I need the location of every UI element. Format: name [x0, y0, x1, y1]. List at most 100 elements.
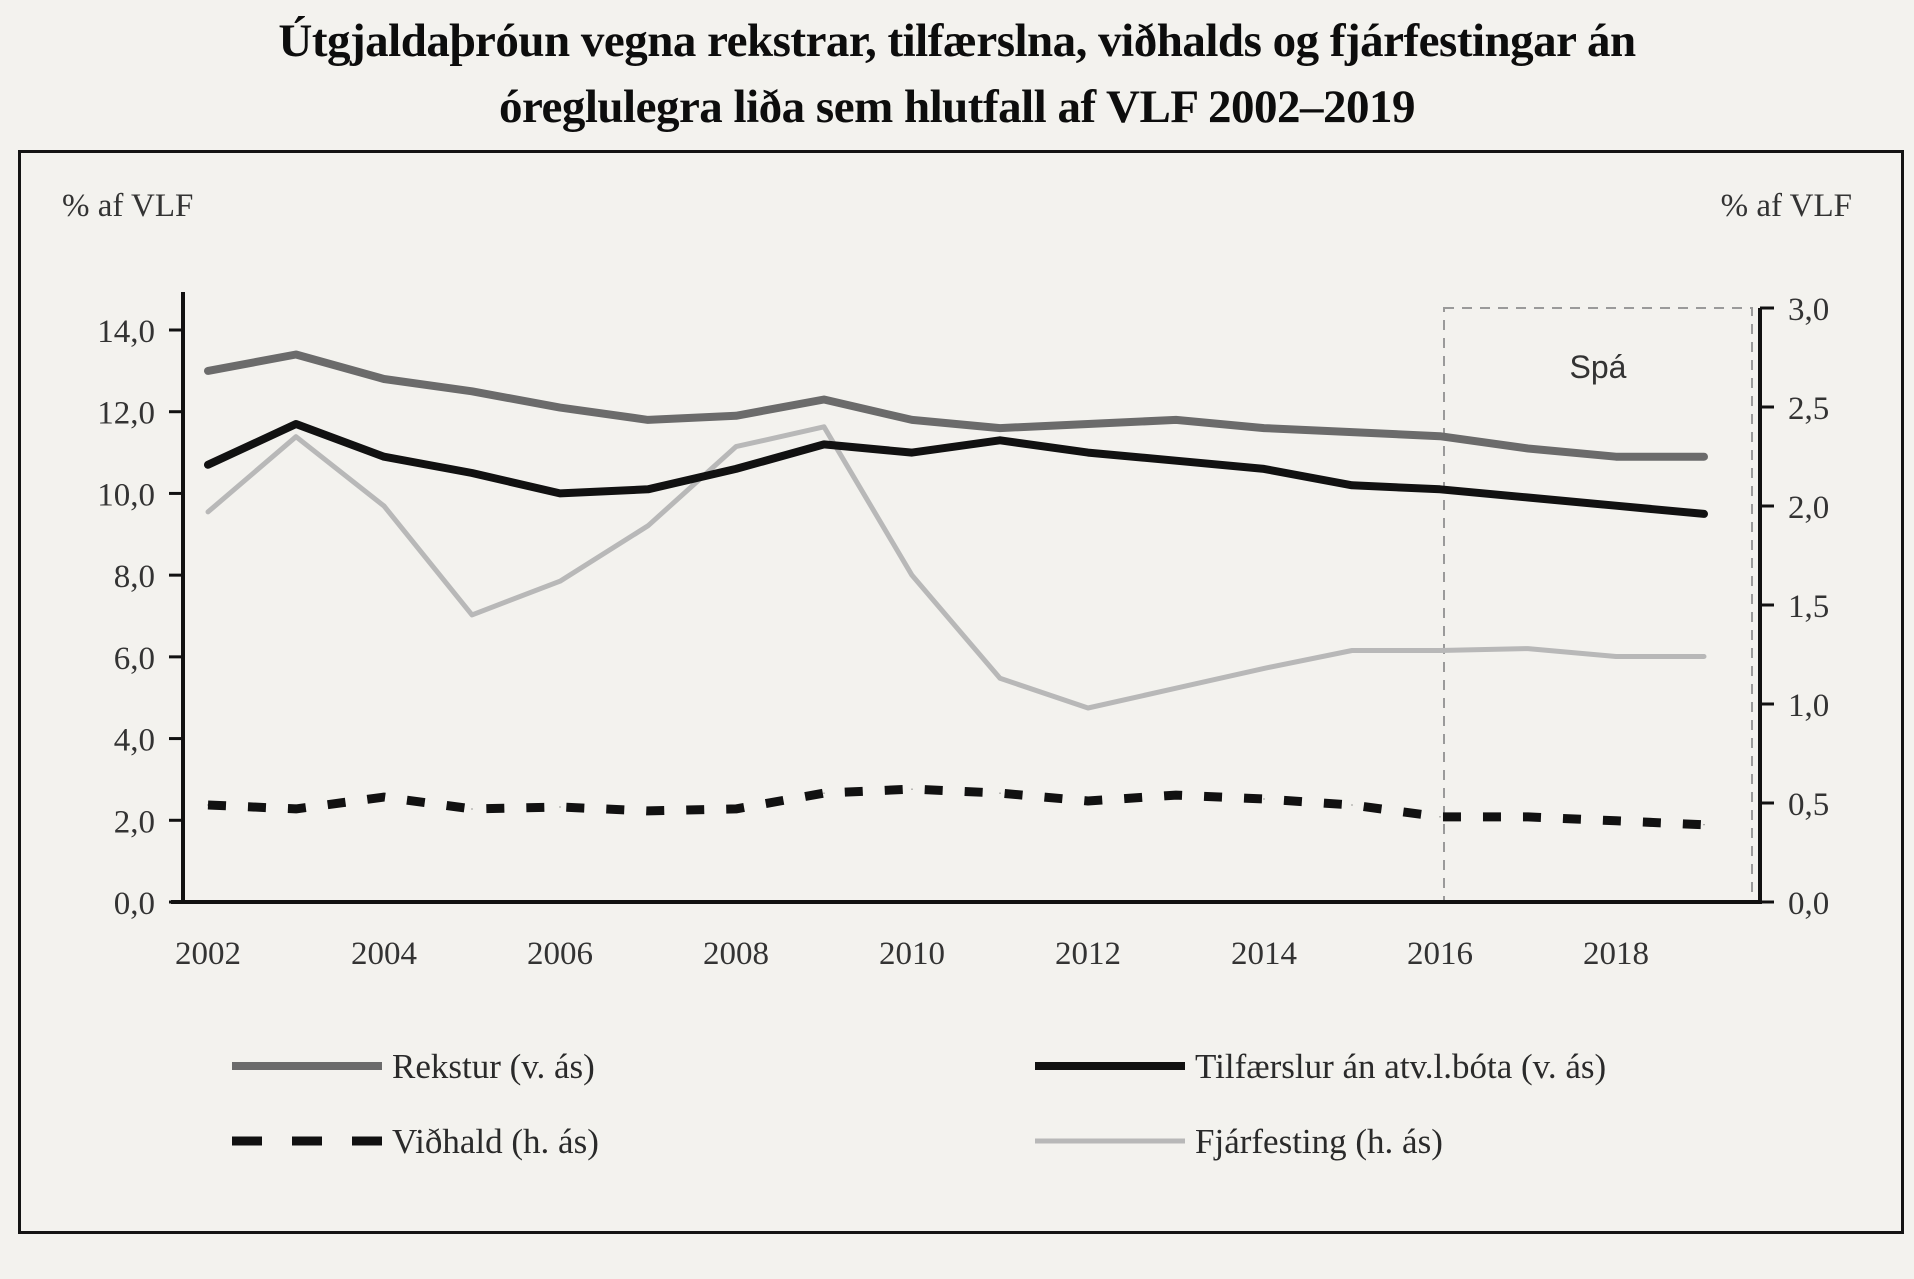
data-point [295, 436, 297, 438]
x-tick-label: 2018 [1583, 936, 1649, 972]
x-tick-label: 2010 [879, 936, 945, 972]
data-point [1263, 667, 1265, 669]
legend-label: Tilfærslur án atv.l.bóta (v. ás) [1195, 1047, 1606, 1086]
data-point [1175, 419, 1177, 421]
data-point [911, 452, 913, 454]
data-point [383, 378, 385, 380]
data-point [999, 792, 1001, 794]
data-point [1527, 648, 1529, 650]
data-point [1703, 513, 1705, 515]
data-point [1439, 650, 1441, 652]
data-point [559, 407, 561, 409]
data-point [911, 419, 913, 421]
forecast-box [1443, 307, 1753, 903]
y-tick-label-left: 12,0 [97, 396, 155, 432]
data-point [999, 427, 1001, 429]
data-point [735, 808, 737, 810]
y-tick-label-right: 2,0 [1788, 490, 1829, 526]
data-point [1351, 650, 1353, 652]
data-point [647, 419, 649, 421]
data-point [1351, 431, 1353, 433]
y-tick-label-right: 1,0 [1788, 688, 1829, 724]
chart-frame [18, 150, 1904, 1234]
x-tick-label: 2002 [175, 936, 241, 972]
legend-label: Rekstur (v. ás) [392, 1047, 595, 1086]
x-tick-label: 2004 [351, 936, 417, 972]
legend-label: Viðhald (h. ás) [392, 1122, 599, 1161]
data-point [1087, 423, 1089, 425]
data-point [823, 792, 825, 794]
data-point [295, 808, 297, 810]
legend-label: Fjárfesting (h. ás) [1195, 1122, 1443, 1161]
data-point [647, 488, 649, 490]
data-point [471, 472, 473, 474]
y-tick-label-left: 6,0 [114, 641, 155, 677]
data-point [471, 390, 473, 392]
data-point [1087, 452, 1089, 454]
data-point [383, 505, 385, 507]
data-point [1175, 687, 1177, 689]
forecast-region [1443, 307, 1753, 903]
y-tick-label-right: 1,5 [1788, 589, 1829, 625]
data-point [647, 810, 649, 812]
data-point [1351, 484, 1353, 486]
data-point [1439, 816, 1441, 818]
data-point [1615, 505, 1617, 507]
series-layer [204, 350, 1708, 830]
data-point [911, 788, 913, 790]
y-tick-label-right: 0,5 [1788, 787, 1829, 823]
x-tick-label: 2012 [1055, 936, 1121, 972]
data-point [1263, 427, 1265, 429]
data-point [1527, 447, 1529, 449]
x-tick-label: 2008 [703, 936, 769, 972]
data-point [1615, 456, 1617, 458]
data-point [1175, 460, 1177, 462]
x-tick-label: 2016 [1407, 936, 1473, 972]
data-point [1439, 488, 1441, 490]
y-tick-label-right: 2,5 [1788, 391, 1829, 427]
data-point [295, 354, 297, 356]
y-tick-label-left: 2,0 [114, 804, 155, 840]
legend: Rekstur (v. ás) Tilfærslur án atv.l.bóta … [232, 1047, 1606, 1161]
data-point [1527, 497, 1529, 499]
data-point [383, 456, 385, 458]
data-point [559, 806, 561, 808]
y-axis-label-left: % af VLF [62, 188, 193, 224]
data-point [735, 446, 737, 448]
data-point [1527, 816, 1529, 818]
data-point [207, 464, 209, 466]
data-point [647, 525, 649, 527]
x-tick-label: 2006 [527, 936, 593, 972]
chart-title: Útgjaldaþróun vegna rekstrar, tilfærslna… [0, 8, 1914, 140]
y-tick-label-right: 0,0 [1788, 886, 1829, 922]
data-point [1087, 800, 1089, 802]
y-tick-label-left: 10,0 [97, 477, 155, 513]
y-tick-label-left: 0,0 [114, 886, 155, 922]
data-point [1175, 794, 1177, 796]
data-point [295, 423, 297, 425]
y-tick-label-left: 4,0 [114, 723, 155, 759]
data-point [735, 468, 737, 470]
data-point [207, 511, 209, 513]
data-point [1351, 804, 1353, 806]
data-point [383, 796, 385, 798]
data-point [471, 614, 473, 616]
y-tick-label-right: 3,0 [1788, 292, 1829, 328]
data-point [1703, 456, 1705, 458]
data-point [911, 574, 913, 576]
data-point [999, 439, 1001, 441]
data-point [823, 398, 825, 400]
data-point [1703, 824, 1705, 826]
data-point [735, 415, 737, 417]
series-line-2 [207, 784, 1705, 830]
data-point [1263, 798, 1265, 800]
axes: 0,0 2,0 4,0 6,0 8,0 10,0 12,0 14,0 0,0 0,5 1,0 1,5 2… [97, 292, 1829, 972]
data-point [1263, 468, 1265, 470]
data-point [207, 804, 209, 806]
series-line-1 [204, 420, 1708, 518]
data-point [1087, 707, 1089, 709]
series-line-0 [204, 350, 1708, 461]
chart-title-line-1: Útgjaldaþróun vegna rekstrar, tilfærslna… [278, 15, 1636, 67]
data-point [1703, 655, 1705, 657]
